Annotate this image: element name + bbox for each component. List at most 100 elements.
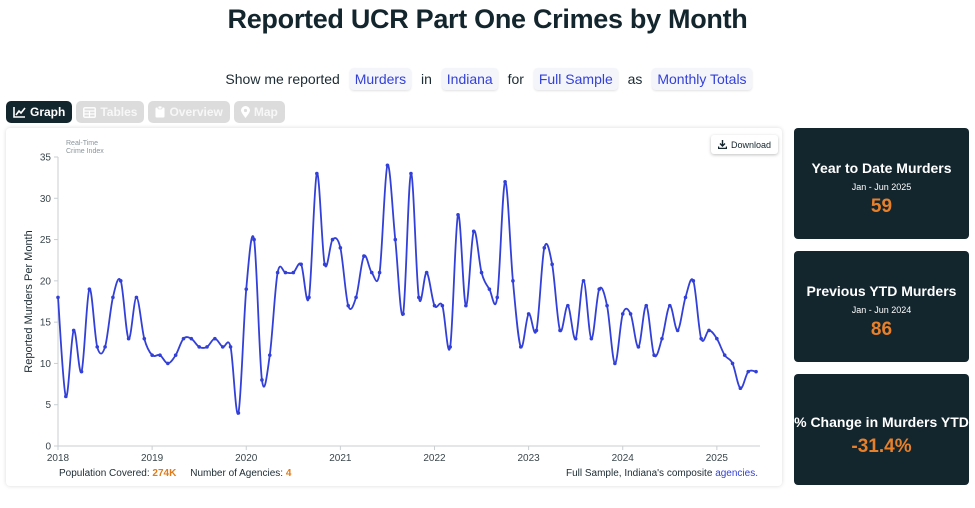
data-point — [252, 237, 256, 242]
table-icon — [83, 106, 97, 118]
data-point — [228, 345, 233, 349]
x-tick-label: 2018 — [47, 453, 70, 464]
data-point — [550, 262, 554, 267]
stat-prev-value: 86 — [870, 319, 893, 340]
tab-tables[interactable]: Tables — [76, 101, 145, 123]
data-point — [566, 303, 570, 308]
stat-card-pct-change: % Change in Murders YTD -31.4% — [794, 374, 969, 485]
data-point — [158, 353, 162, 357]
tab-overview[interactable]: Overview — [148, 101, 230, 123]
data-point — [432, 303, 437, 308]
data-point — [675, 328, 680, 333]
data-point — [526, 312, 531, 316]
state-select[interactable]: Indiana — [441, 68, 498, 90]
data-point — [628, 312, 633, 316]
data-point — [299, 262, 303, 267]
data-point — [699, 336, 703, 341]
data-point — [385, 163, 390, 168]
data-point — [260, 378, 264, 382]
y-tick-label: 35 — [40, 153, 52, 164]
stat-pct-title: % Change in Murders YTD — [794, 414, 969, 430]
data-point — [722, 353, 727, 357]
sample-note: Full Sample, Indiana's composite agencie… — [566, 468, 758, 479]
stat-ytd-value: 59 — [870, 196, 893, 217]
data-point — [620, 312, 625, 316]
data-point — [448, 345, 452, 349]
y-tick-label: 25 — [40, 235, 52, 246]
agencies-value: 4 — [285, 468, 292, 479]
data-point — [134, 295, 139, 300]
data-point — [95, 345, 100, 349]
view-select[interactable]: Monthly Totals — [652, 68, 752, 90]
data-point — [715, 336, 719, 341]
line-chart-icon — [13, 106, 26, 118]
data-point — [181, 336, 186, 341]
data-point — [401, 312, 405, 316]
download-icon — [718, 140, 727, 149]
logo-line1: Real-Time — [66, 140, 99, 147]
data-point — [322, 262, 327, 267]
tab-graph[interactable]: Graph — [6, 101, 73, 123]
data-point — [220, 345, 225, 349]
stat-card-previous-ytd: Previous YTD Murders Jan - Jun 2024 86 — [794, 251, 969, 362]
y-tick-label: 15 — [40, 318, 52, 329]
download-button[interactable]: Download — [711, 135, 779, 154]
agencies-label: Number of Agencies: — [190, 468, 284, 479]
data-point — [197, 345, 201, 349]
x-tick-label: 2023 — [517, 453, 540, 464]
rtci-logo: Real-Time Crime Index — [66, 140, 104, 156]
data-point — [315, 171, 319, 176]
x-tick-label: 2024 — [612, 453, 635, 464]
data-point — [111, 295, 115, 300]
tab-map[interactable]: Map — [233, 101, 285, 123]
selector-in: in — [420, 71, 432, 87]
stat-pct-value: -31.4% — [851, 436, 912, 457]
data-point — [150, 353, 154, 357]
view-tabs: Graph Tables Overview Map — [6, 101, 285, 123]
data-point — [573, 336, 578, 341]
selector-prefix: Show me reported — [225, 71, 340, 87]
data-point — [71, 328, 76, 333]
data-point — [417, 295, 421, 300]
data-point — [754, 369, 758, 374]
data-point — [338, 246, 343, 250]
data-point — [354, 295, 358, 300]
selector-as: as — [627, 71, 643, 87]
data-point — [479, 270, 484, 275]
sample-note-text: Full Sample, Indiana's composite — [565, 468, 713, 479]
data-point — [589, 336, 594, 341]
stat-card-ytd: Year to Date Murders Jan - Jun 2025 59 — [794, 128, 969, 239]
data-point — [330, 237, 335, 242]
data-point — [487, 287, 492, 291]
data-point — [511, 279, 515, 283]
data-point — [244, 287, 249, 291]
y-tick-label: 5 — [45, 400, 51, 411]
data-point — [362, 254, 366, 258]
data-point — [267, 353, 272, 357]
download-label: Download — [731, 139, 772, 150]
data-point — [667, 303, 672, 308]
data-point — [166, 361, 170, 366]
data-point — [613, 361, 617, 366]
data-point — [236, 411, 241, 415]
crime-type-select[interactable]: Murders — [349, 68, 412, 90]
tab-graph-label: Graph — [30, 105, 66, 119]
y-tick-label: 0 — [45, 442, 51, 453]
chart-card: 0 5 10 15 20 25 30 35 2018 2019 2020 2021 2022 2023 20… — [6, 128, 782, 486]
data-point — [283, 270, 288, 275]
data-point — [64, 394, 68, 399]
sample-select[interactable]: Full Sample — [533, 68, 618, 90]
data-point — [87, 287, 92, 291]
data-point — [542, 246, 547, 250]
data-point — [746, 369, 751, 374]
data-point — [581, 279, 586, 283]
agencies-link[interactable]: agencies. — [715, 468, 758, 479]
logo-line2: Crime Index — [66, 148, 104, 155]
y-tick-label: 30 — [40, 194, 52, 205]
data-point — [707, 328, 711, 333]
data-point — [456, 213, 460, 217]
data-point — [213, 336, 217, 341]
data-point — [495, 295, 500, 300]
y-axis-label: Reported Murders Per Month — [23, 230, 35, 372]
data-point — [652, 353, 656, 357]
